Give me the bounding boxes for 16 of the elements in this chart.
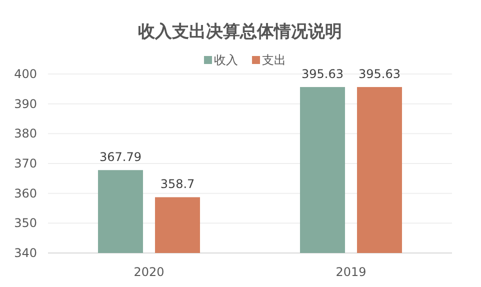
data-label: 358.7: [160, 177, 195, 192]
x-tick-label: 2019: [336, 265, 366, 279]
y-tick-label: 340: [14, 246, 37, 260]
legend-label: 收入: [214, 53, 238, 67]
data-label: 395.63: [358, 67, 400, 82]
y-tick-label: 390: [14, 96, 37, 111]
y-tick-label: 360: [14, 186, 37, 200]
x-tick-label: 2020: [134, 265, 164, 279]
data-label: 367.79: [100, 150, 142, 164]
legend-label: 支出: [262, 53, 286, 67]
y-tick-label: 370: [14, 156, 37, 170]
y-tick-label: 400: [14, 67, 37, 81]
chart-title: 收入支出决算总体情况说明: [138, 22, 342, 42]
y-tick-label: 350: [14, 216, 37, 230]
data-label: 395.63: [302, 67, 344, 82]
y-tick-label: 380: [14, 126, 37, 141]
